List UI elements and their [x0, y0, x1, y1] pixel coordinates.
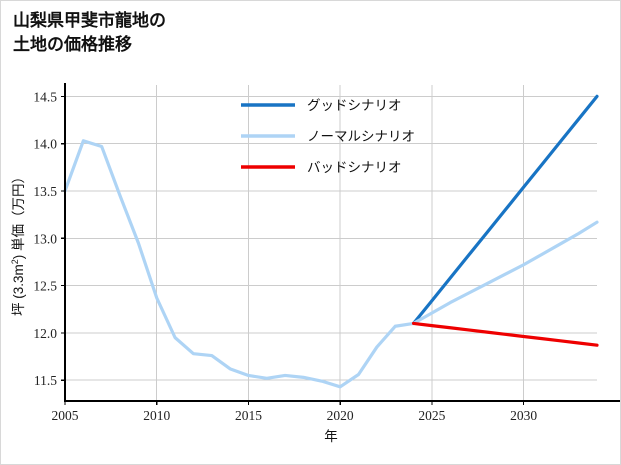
x-tick-label: 2025 [418, 408, 445, 423]
y-tick-label: 14.5 [33, 89, 57, 104]
legend-label-0: グッドシナリオ [307, 98, 402, 113]
y-axis-title-part: ) 単価（万円） [11, 170, 26, 259]
x-tick-label: 2010 [143, 408, 170, 423]
y-tick-label: 13.5 [33, 184, 57, 199]
y-tick-label: 11.5 [34, 373, 57, 388]
x-tick-label: 2015 [235, 408, 262, 423]
series-line-1 [63, 139, 599, 389]
y-tick-label: 12.0 [33, 326, 57, 341]
x-axis-title: 年 [324, 429, 338, 444]
y-axis-title: 坪 (3.3m2) 単価（万円） [10, 170, 26, 316]
series-line-0 [411, 94, 599, 326]
series-line-2 [411, 321, 599, 347]
legend-label-1: ノーマルシナリオ [307, 129, 415, 144]
legend-label-2: バッドシナリオ [307, 160, 402, 175]
y-axis-title-part: 坪 (3.3m [11, 264, 26, 316]
x-tick-label: 2005 [52, 408, 79, 423]
y-tick-label: 12.5 [33, 279, 57, 294]
x-tick-label: 2030 [510, 408, 537, 423]
y-tick-label: 14.0 [33, 137, 57, 152]
y-axis-title-sup: 2 [10, 259, 20, 264]
x-tick-label: 2020 [327, 408, 354, 423]
page-title: 山梨県甲斐市龍地の 土地の価格推移 [13, 11, 166, 55]
y-tick-label: 13.0 [33, 231, 57, 246]
